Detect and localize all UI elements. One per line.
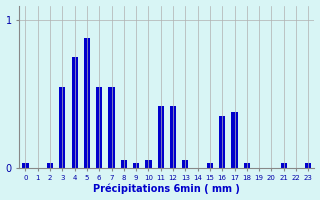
- Bar: [170, 106, 176, 168]
- Bar: [244, 163, 250, 168]
- Bar: [219, 116, 225, 168]
- Bar: [158, 106, 164, 168]
- Bar: [133, 163, 139, 168]
- Bar: [145, 160, 151, 168]
- Bar: [121, 160, 127, 168]
- Bar: [207, 163, 213, 168]
- Bar: [305, 163, 311, 168]
- Bar: [108, 87, 115, 168]
- Bar: [84, 38, 90, 168]
- Bar: [47, 163, 53, 168]
- Bar: [96, 87, 102, 168]
- Bar: [22, 163, 28, 168]
- Bar: [231, 112, 237, 168]
- Bar: [59, 87, 65, 168]
- X-axis label: Précipitations 6min ( mm ): Précipitations 6min ( mm ): [93, 184, 240, 194]
- Bar: [182, 160, 188, 168]
- Bar: [72, 57, 78, 168]
- Bar: [281, 163, 287, 168]
